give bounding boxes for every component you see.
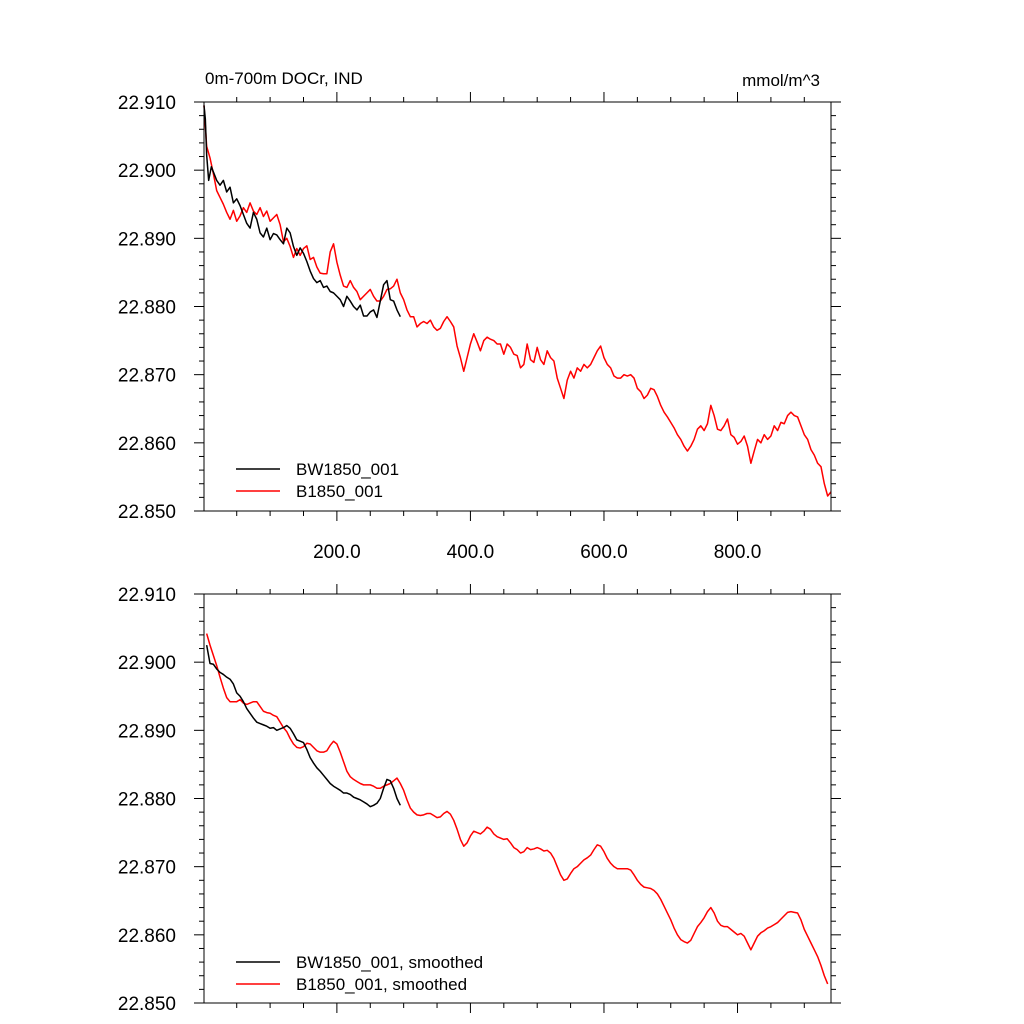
bottom-panel: 22.850 22.860 22.870 22.880 22.890 22.900 22.9… [118,584,841,1015]
y-tick-label: 22.860 [118,434,176,455]
legend: BW1850_001 B1850_001 [236,460,399,501]
axes: 22.850 22.860 22.870 22.880 22.890 22.900 22.9… [118,92,841,563]
y-tick-label: 22.850 [118,502,176,523]
legend: BW1850_001, smoothed B1850_001, smoothed [236,953,483,994]
legend-label-b1850: B1850_001 [296,482,383,501]
y-tick-label: 22.870 [118,366,176,387]
units-label: mmol/m^3 [742,71,820,90]
chart-title: 0m-700m DOCr, IND [205,69,363,88]
x-tick-label: 800.0 [714,542,762,563]
y-tick-label: 22.890 [118,721,176,742]
y-tick-label: 22.910 [118,585,176,606]
plot-frame [203,101,832,512]
plot-frame [203,593,832,1004]
y-tick-label: 22.900 [118,653,176,674]
y-tick-label: 22.850 [118,994,176,1015]
y-tick-label: 22.900 [118,161,176,182]
x-tick-label: 600.0 [580,542,628,563]
series-group [203,105,832,497]
y-tick-label: 22.880 [118,790,176,811]
series-line [205,644,401,808]
legend-label-bw1850-smoothed: BW1850_001, smoothed [296,953,483,972]
top-panel: 0m-700m DOCr, IND mmol/m^3 22.85022.8602… [118,69,841,563]
series-line [205,633,829,985]
axes: 22.850 22.860 22.870 22.880 22.890 22.900 22.9… [118,584,841,1015]
series-group [205,633,829,985]
y-tick-label: 22.910 [118,93,176,114]
x-tick-label: 200.0 [313,542,361,563]
series-line [203,105,401,319]
series-line [203,105,832,497]
y-tick-label: 22.860 [118,926,176,947]
y-tick-label: 22.890 [118,229,176,250]
legend-label-b1850-smoothed: B1850_001, smoothed [296,975,467,994]
y-tick-label: 22.880 [118,298,176,319]
legend-label-bw1850: BW1850_001 [296,460,399,479]
x-tick-label: 400.0 [447,542,495,563]
y-tick-label: 22.870 [118,858,176,879]
